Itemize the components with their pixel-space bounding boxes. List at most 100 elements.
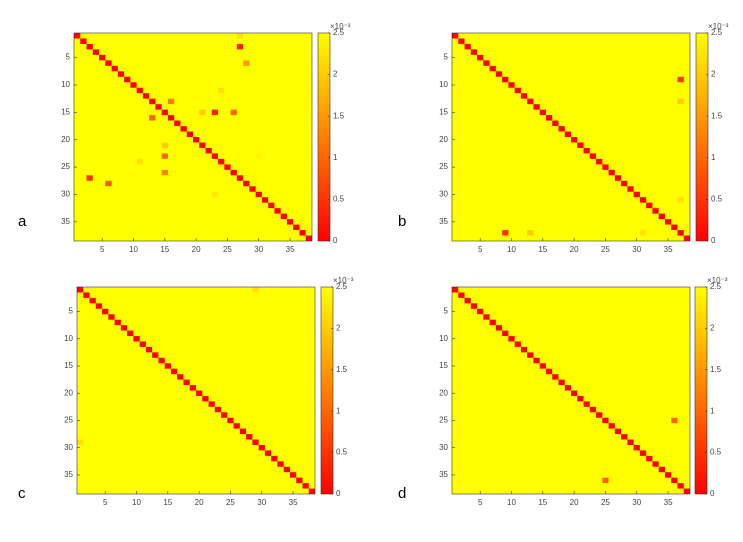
heatmap-cell bbox=[221, 412, 228, 418]
x-tick-label: 20 bbox=[570, 245, 579, 254]
heatmap-cell bbox=[161, 169, 168, 176]
heatmap-cell bbox=[564, 385, 571, 391]
heatmap-cell bbox=[136, 87, 143, 94]
heatmap-cell bbox=[80, 38, 87, 44]
heatmap-cell bbox=[477, 54, 484, 61]
heatmap-cell bbox=[639, 230, 647, 236]
x-tick-label: 15 bbox=[160, 245, 169, 254]
x-tick-label: 20 bbox=[192, 245, 201, 254]
heatmap-cell bbox=[639, 197, 647, 203]
colorbar-tick-label: 2.5 bbox=[333, 28, 345, 37]
y-tick-label: 5 bbox=[444, 53, 449, 62]
colorbar-tick-label: 2 bbox=[710, 324, 715, 333]
colorbar-tick-label: 1 bbox=[711, 153, 716, 162]
heatmap-cell bbox=[571, 390, 578, 396]
heatmap-cell bbox=[264, 450, 272, 456]
heatmap-cell bbox=[596, 412, 603, 418]
x-tick-label: 20 bbox=[570, 498, 579, 507]
heatmap-cell bbox=[627, 439, 634, 445]
heatmap-cell bbox=[142, 93, 150, 99]
heatmap-cell bbox=[658, 466, 665, 473]
heatmap-cell bbox=[174, 120, 181, 127]
heatmap-cell bbox=[102, 308, 109, 315]
y-tick-label: 35 bbox=[439, 217, 448, 226]
heatmap-cell bbox=[520, 346, 528, 353]
heatmap-cell bbox=[502, 76, 509, 83]
heatmap-cell bbox=[495, 325, 503, 331]
panel-label: a bbox=[18, 213, 27, 230]
heatmap-cell bbox=[99, 54, 106, 61]
heatmap-cell bbox=[83, 292, 90, 298]
heatmap-cell bbox=[539, 109, 546, 116]
y-tick-label: 10 bbox=[64, 334, 73, 343]
heatmap-cell bbox=[527, 98, 534, 105]
plot-frame bbox=[451, 32, 691, 242]
y-tick-label: 20 bbox=[439, 388, 448, 397]
heatmap-cell bbox=[161, 142, 168, 148]
x-tick-label: 15 bbox=[538, 245, 547, 254]
heatmap-cell bbox=[139, 341, 146, 347]
heatmap-cell bbox=[127, 330, 134, 337]
colorbar-tick-label: 1.5 bbox=[336, 365, 348, 374]
heatmap-cell bbox=[296, 477, 303, 484]
heatmap-cell bbox=[646, 455, 653, 462]
panel-label: c bbox=[18, 485, 26, 502]
heatmap-cell bbox=[533, 357, 540, 364]
heatmap-cell bbox=[271, 455, 278, 462]
x-tick-label: 10 bbox=[129, 245, 138, 254]
x-tick-label: 35 bbox=[289, 498, 298, 507]
heatmap-cell bbox=[558, 126, 565, 132]
heatmap-cell bbox=[677, 483, 684, 489]
heatmap-cell bbox=[489, 319, 496, 326]
x-tick-label: 5 bbox=[478, 245, 483, 254]
y-tick-label: 15 bbox=[439, 361, 448, 370]
heatmap-cell bbox=[274, 208, 281, 214]
heatmap-cell bbox=[246, 434, 253, 440]
heatmap-cell bbox=[627, 186, 634, 192]
heatmap-cell bbox=[527, 352, 534, 358]
y-tick-label: 30 bbox=[439, 190, 448, 199]
y-tick-label: 25 bbox=[439, 416, 448, 425]
heatmap-cell bbox=[218, 87, 225, 94]
heatmap-cell bbox=[89, 297, 96, 304]
colorbar-tick-label: 0 bbox=[336, 489, 341, 498]
y-tick-label: 20 bbox=[64, 388, 73, 397]
heatmap-cell bbox=[502, 330, 509, 337]
x-tick-label: 30 bbox=[257, 498, 266, 507]
heatmap-cell bbox=[214, 406, 222, 413]
colorbar bbox=[320, 286, 334, 495]
heatmap-cell bbox=[483, 314, 490, 320]
heatmap-cell bbox=[130, 82, 137, 88]
colorbar-scale: ×10⁻³ bbox=[707, 276, 728, 285]
x-tick-label: 25 bbox=[601, 245, 610, 254]
heatmap-cell bbox=[545, 368, 553, 375]
heatmap-cell bbox=[114, 319, 121, 326]
heatmap-cell bbox=[564, 131, 571, 137]
heatmap-cell bbox=[489, 65, 496, 72]
colorbar bbox=[695, 32, 709, 242]
heatmap-cell bbox=[180, 126, 187, 132]
y-tick-label: 20 bbox=[61, 135, 70, 144]
x-tick-label: 35 bbox=[664, 498, 673, 507]
heatmap-cell bbox=[111, 65, 118, 72]
colorbar-scale: ×10⁻³ bbox=[333, 276, 354, 285]
heatmap-cell bbox=[452, 287, 459, 293]
heatmap-cell bbox=[186, 131, 193, 137]
heatmap-cell bbox=[458, 292, 465, 298]
heatmap-cell bbox=[658, 213, 665, 220]
x-tick-label: 5 bbox=[478, 498, 483, 507]
colorbar-tick-label: 0.5 bbox=[711, 195, 723, 204]
heatmap-cell bbox=[608, 169, 615, 176]
x-tick-label: 5 bbox=[103, 498, 108, 507]
heatmap-cell bbox=[293, 224, 300, 231]
colorbar-scale: ×10⁻³ bbox=[708, 22, 729, 31]
heatmap-cell bbox=[230, 109, 237, 116]
heatmap-cell bbox=[243, 60, 250, 66]
heatmap-cell bbox=[289, 472, 297, 478]
heatmap-cell bbox=[558, 379, 565, 386]
y-tick-label: 15 bbox=[439, 107, 448, 116]
y-tick-label: 35 bbox=[61, 217, 70, 226]
colorbar-tick-label: 2 bbox=[711, 70, 716, 79]
heatmap-cell bbox=[170, 368, 178, 375]
heatmap-cell bbox=[621, 434, 628, 440]
